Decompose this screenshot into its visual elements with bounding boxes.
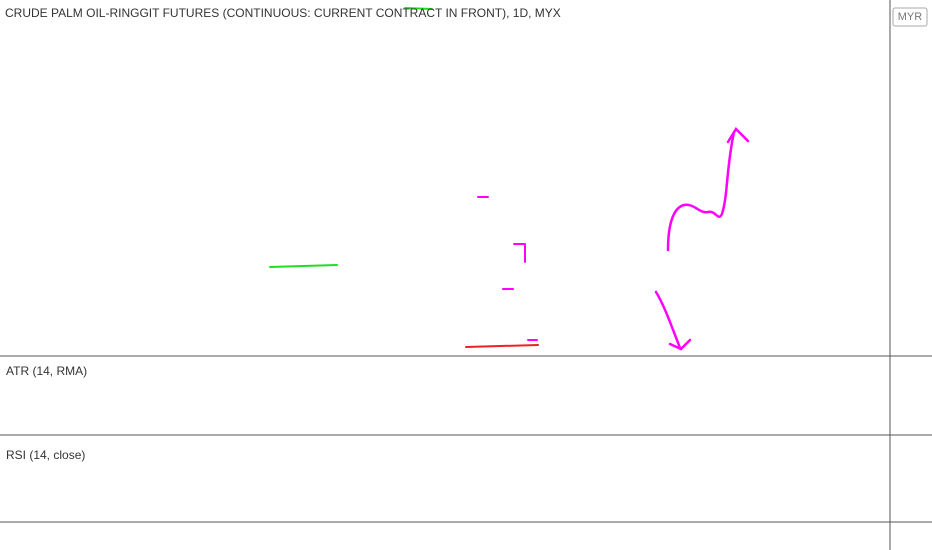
drawing-line: [465, 344, 539, 348]
currency[interactable]: MYR: [898, 11, 923, 23]
currency-box[interactable]: [892, 7, 928, 27]
drawing-line: [269, 264, 338, 268]
atr-title: ATR (14, RMA): [6, 364, 87, 378]
drawing-arrow: [654, 290, 682, 350]
rsi-title: RSI (14, close): [6, 448, 85, 462]
drawing-mark: [477, 196, 538, 341]
drawing-arrowhead: [726, 126, 750, 144]
chart-title: CRUDE PALM OIL-RINGGIT FUTURES (CONTINUO…: [5, 6, 561, 20]
drawing-arrowhead: [668, 338, 692, 351]
drawing-arrow: [666, 130, 736, 252]
drawings: [269, 7, 750, 351]
drawing-line: [404, 7, 433, 10]
